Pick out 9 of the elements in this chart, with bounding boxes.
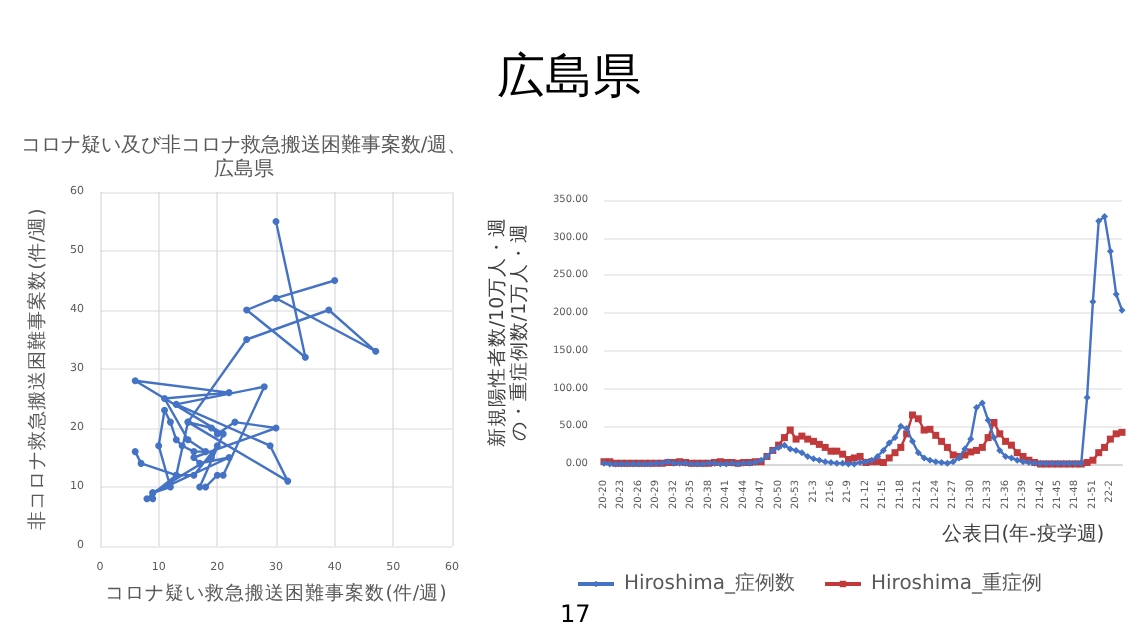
chart-title: コロナ疑い及び非コロナ救急搬送困難事案数/週、広島県 [20,133,468,181]
text: 17 [560,600,591,628]
legend-label: Hiroshima_重症例 [871,571,1043,595]
x-axis-title: 公表日(年-疫学週) [941,521,1105,546]
x-axis-title: コロナ疑い救急搬送困難事案数(件/週) [105,580,447,605]
text: 広島県 [495,46,643,108]
y-axis-title: 新規陽性者数/10万人・週の・重症例数/1万人・週 [485,216,532,448]
y-axis-title: 非コロナ救急搬送困難事案数(件/週) [25,208,49,530]
legend-label: Hiroshima_症例数 [623,571,796,595]
